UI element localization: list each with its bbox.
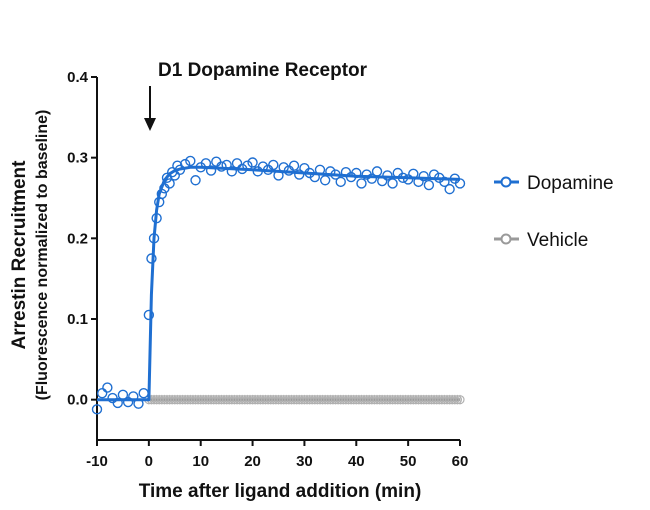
dopamine-point	[444, 183, 455, 195]
y-tick-label: 0.0	[67, 392, 88, 409]
legend-label-vehicle: Vehicle	[527, 230, 588, 251]
x-tick-label: 10	[192, 453, 209, 470]
dopamine-point	[428, 169, 440, 180]
dopamine-point	[102, 382, 113, 393]
dopamine-point	[299, 162, 310, 174]
series-dopamine	[91, 155, 466, 415]
dopamine-point	[216, 161, 227, 172]
legend-item-dopamine: Dopamine	[494, 173, 614, 194]
dopamine-point	[268, 159, 279, 171]
dopamine-point	[169, 170, 180, 181]
dopamine-point	[413, 176, 424, 188]
legend-item-vehicle: Vehicle	[494, 230, 588, 251]
dopamine-point	[96, 388, 108, 399]
dopamine-point	[408, 168, 419, 180]
y-tick-label: 0.4	[67, 69, 89, 86]
dopamine-point	[278, 162, 289, 173]
dopamine-point	[146, 253, 157, 264]
dopamine-point	[122, 396, 134, 408]
x-ticks: -10 0 10 20 30 40 50 60	[86, 440, 468, 470]
x-tick-label: 40	[348, 453, 365, 470]
dopamine-point	[371, 166, 383, 177]
vehicle-point	[455, 395, 465, 405]
dopamine-point	[397, 172, 409, 184]
dopamine-point	[133, 398, 144, 409]
x-tick-label: 60	[452, 453, 469, 470]
legend-label-dopamine: Dopamine	[527, 173, 614, 194]
dopamine-point	[382, 170, 393, 181]
y-ticks: 0.0 0.1 0.2 0.3 0.4	[67, 69, 97, 409]
vehicle-point	[452, 395, 463, 405]
y-tick-label: 0.2	[67, 230, 88, 247]
dopamine-point	[148, 233, 160, 244]
series-vehicle	[144, 394, 465, 405]
dopamine-point	[200, 158, 212, 169]
dopamine-point	[226, 166, 238, 177]
dopamine-point	[294, 169, 305, 180]
dopamine-point	[325, 166, 336, 177]
y-tick-label: 0.3	[67, 150, 88, 167]
x-tick-label: 0	[145, 453, 153, 470]
dopamine-point	[454, 178, 466, 189]
dopamine-fit-line	[97, 165, 461, 402]
dopamine-point	[174, 164, 186, 175]
x-axis-title: Time after ligand addition (min)	[139, 481, 422, 502]
dopamine-point	[231, 158, 243, 169]
dopamine-point	[335, 176, 346, 188]
dopamine-point	[330, 169, 341, 180]
dopamine-point	[211, 156, 222, 167]
ligand-addition-arrow	[144, 86, 156, 131]
dopamine-point	[91, 404, 103, 415]
dopamine-point	[418, 171, 429, 182]
dopamine-point	[242, 160, 253, 171]
dopamine-point	[314, 164, 326, 175]
dopamine-point	[402, 174, 414, 185]
dopamine-point	[356, 178, 367, 189]
y-axis-subtitle: (Fluorescence normalized to baseline)	[34, 110, 51, 401]
vehicle-point	[450, 395, 460, 405]
dopamine-point	[179, 158, 191, 170]
dopamine-point	[205, 165, 217, 176]
y-tick-label: 0.1	[67, 311, 88, 328]
dopamine-point	[185, 155, 196, 167]
dopamine-point	[319, 175, 331, 186]
legend: Dopamine Vehicle	[494, 173, 614, 251]
dopamine-point	[423, 179, 435, 191]
dopamine-point	[439, 176, 450, 188]
dopamine-point	[156, 188, 168, 200]
x-tick-label: 30	[296, 453, 313, 470]
dopamine-point	[190, 175, 201, 186]
dopamine-point	[309, 171, 320, 183]
dopamine-point	[117, 389, 129, 401]
dopamine-point	[288, 160, 300, 171]
dopamine-point	[257, 161, 269, 172]
dopamine-point	[112, 397, 123, 409]
dopamine-point	[107, 392, 118, 404]
dopamine-point	[151, 212, 162, 224]
chart-title: D1 Dopamine Receptor	[158, 60, 368, 81]
dopamine-point	[351, 167, 362, 179]
x-tick-label: -10	[86, 453, 108, 470]
dopamine-point	[128, 391, 139, 402]
dopamine-point	[164, 178, 175, 189]
dopamine-point	[273, 170, 284, 181]
dopamine-point	[247, 157, 258, 168]
dopamine-point	[221, 159, 232, 171]
x-tick-label: 50	[400, 453, 417, 470]
x-tick-label: 20	[244, 453, 261, 470]
y-axis-title: Arrestin Recruitment	[9, 160, 30, 350]
dopamine-point	[377, 175, 388, 187]
dopamine-point	[366, 173, 378, 184]
dopamine-point	[387, 178, 398, 189]
dopamine-point	[143, 309, 155, 321]
dopamine-point	[138, 388, 149, 399]
dopamine-point	[236, 163, 248, 175]
